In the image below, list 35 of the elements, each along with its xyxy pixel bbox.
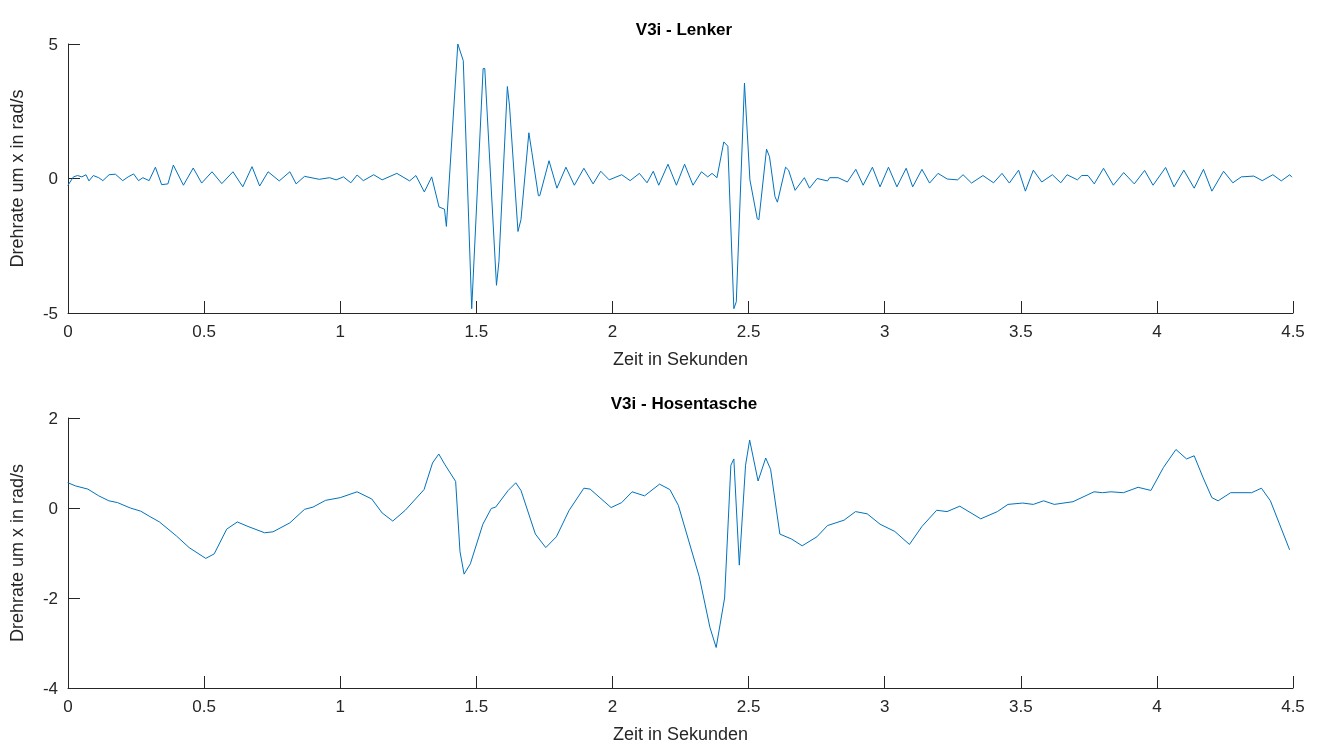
y-tick-label: 0 bbox=[48, 169, 58, 188]
line-series bbox=[67, 43, 1293, 310]
x-tick-label: 2.5 bbox=[736, 697, 761, 716]
x-tick-label: 1 bbox=[335, 697, 345, 716]
line-series bbox=[67, 439, 1290, 648]
y-tick-label: -2 bbox=[42, 588, 58, 608]
chart-title: V3i - Lenker bbox=[635, 20, 733, 39]
x-tick-label: 2.5 bbox=[736, 322, 761, 341]
x-tick-label: 1 bbox=[335, 322, 345, 341]
x-tick-label: 3.5 bbox=[1008, 697, 1033, 716]
x-tick-label: 4.5 bbox=[1281, 322, 1305, 341]
x-tick-label: 2 bbox=[607, 697, 618, 716]
x-tick-label: 0.5 bbox=[192, 322, 216, 341]
x-tick-label: 4 bbox=[1152, 697, 1162, 716]
x-tick-label: 3.5 bbox=[1008, 322, 1033, 341]
x-tick-label: 3 bbox=[879, 322, 890, 341]
y-tick-label: 0 bbox=[48, 498, 58, 518]
y-tick-label: 2 bbox=[48, 408, 58, 428]
x-tick-label: 3 bbox=[879, 697, 890, 716]
x-axis-title: Zeit in Sekunden bbox=[612, 349, 749, 369]
y-axis-title: Drehrate um x in rad/s bbox=[7, 463, 27, 643]
x-tick-label: 2 bbox=[607, 322, 618, 341]
x-tick-label: 1.5 bbox=[464, 697, 489, 716]
y-tick-label: 5 bbox=[48, 34, 58, 54]
x-tick-label: 0 bbox=[63, 697, 73, 716]
y-axis-title: Drehrate um x in rad/s bbox=[7, 89, 27, 268]
x-tick-label: 0.5 bbox=[192, 697, 216, 716]
x-tick-label: 0 bbox=[63, 322, 73, 341]
y-tick-label: -4 bbox=[42, 678, 58, 698]
x-axis-title: Zeit in Sekunden bbox=[612, 724, 749, 744]
x-tick-label: 4 bbox=[1152, 322, 1162, 341]
x-tick-label: 4.5 bbox=[1281, 697, 1305, 716]
x-tick-label: 1.5 bbox=[464, 322, 489, 341]
chart-title: V3i - Hosentasche bbox=[610, 394, 758, 413]
y-tick-label: -5 bbox=[42, 303, 58, 323]
